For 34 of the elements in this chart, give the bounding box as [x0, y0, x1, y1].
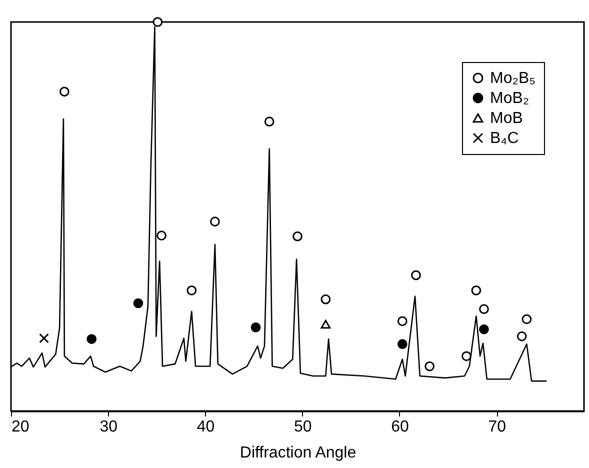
x-tick-label: 70 — [488, 418, 506, 436]
point — [292, 231, 302, 242]
point — [59, 86, 70, 97]
point — [186, 285, 197, 296]
point — [516, 331, 527, 342]
point — [479, 324, 489, 334]
point — [250, 322, 261, 332]
point — [397, 339, 408, 350]
point — [471, 285, 482, 296]
point — [462, 351, 472, 362]
x-tick-label: 30 — [100, 418, 118, 436]
point — [397, 316, 408, 326]
point — [522, 314, 532, 324]
x-tick-label: 40 — [196, 418, 215, 436]
point — [264, 116, 274, 127]
point — [133, 298, 144, 308]
point — [424, 361, 435, 372]
x-tick-label: 20 — [12, 418, 30, 436]
legend-label: MoB₂ — [490, 90, 530, 107]
point — [156, 230, 166, 240]
point — [210, 216, 220, 226]
legend-label: B₄C — [490, 130, 519, 147]
point — [86, 334, 97, 344]
point — [152, 17, 163, 27]
point — [39, 333, 49, 344]
point — [320, 294, 331, 304]
x-tick-label: 60 — [391, 418, 409, 436]
legend-label: Mo₂B₅ — [490, 70, 536, 87]
x-tick-label: 50 — [294, 418, 312, 436]
x-axis-title: Diffraction Angle — [240, 444, 356, 462]
legend-label: MoB — [490, 110, 523, 127]
point — [411, 270, 421, 280]
point — [479, 304, 489, 314]
point — [320, 320, 331, 329]
